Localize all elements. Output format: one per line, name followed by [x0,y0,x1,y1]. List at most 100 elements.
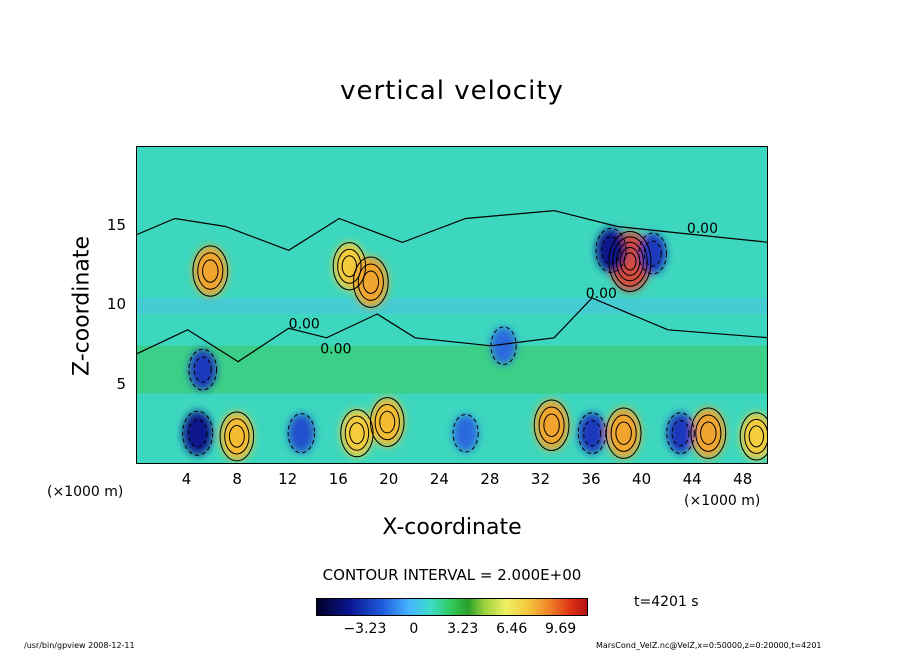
y-tick-label: 10 [106,295,126,313]
chart-title: vertical velocity [340,76,564,106]
footer-program: /usr/bin/gpview 2008-12-11 [24,641,135,650]
contour-ring [344,415,370,451]
x-tick-label: 32 [530,470,551,488]
x-tick-label: 44 [682,470,702,488]
contour-ring [610,414,637,452]
colorbar-tick-label: 3.23 [447,621,479,637]
velocity-bands [137,298,767,394]
contour-ring [543,413,560,437]
contour-ring [643,240,662,267]
background-band [137,345,767,394]
x-tick-label: 8 [232,470,242,488]
contour-ring [219,411,255,462]
x-unit-label-right: (×1000 m) [684,493,761,509]
contour-ring [197,252,224,290]
x-tick-label: 36 [581,470,601,488]
contour-ring [337,248,362,284]
velocity-feature [490,326,517,365]
colorbar-tick-label: 0 [409,621,419,637]
colorbar [316,598,588,616]
contour-ring [748,425,765,448]
background-band [137,298,767,314]
contour-ring [695,414,722,452]
velocity-feature [596,228,626,273]
contour-ring [182,410,214,456]
velocity-feature [666,412,695,454]
contour-ring [601,236,621,265]
contour-ring [595,227,627,273]
contour-ring [612,236,648,287]
velocity-feature [188,349,217,390]
contour-label: 0.00 [687,221,718,237]
velocity-feature [288,413,315,453]
x-tick-label: 16 [328,470,348,488]
contour-label: 0.00 [320,342,351,358]
contour-ring [202,259,219,283]
x-tick-label: 28 [480,470,500,488]
contour-ring [638,232,668,275]
contour-ring [671,420,690,447]
field-background [137,147,767,463]
contour-ring [369,397,405,447]
contour-ring [287,413,316,454]
contour-lines [137,209,767,462]
contour-ring [538,406,565,444]
velocity-feature [182,411,213,456]
contour-ring [533,399,570,451]
velocity-feature [740,412,767,460]
y-tick-label: 15 [106,215,126,234]
contour-ring [188,348,218,391]
velocity-feature [453,414,479,453]
x-tick-label: 4 [181,470,192,488]
contour-ring [623,252,637,271]
zero-contour-line [137,209,767,251]
contour-ring [228,425,245,448]
contour-ring [224,418,250,455]
contour-ring [192,245,229,297]
contour-ring [700,421,717,445]
contour-interval-label: CONTOUR INTERVAL = 2.000E+00 [322,566,582,584]
y-tick-label: 5 [116,374,126,393]
contour-ring [577,412,607,455]
contour-ring [340,409,374,458]
velocity-feature [578,412,606,454]
contour-ring [362,270,380,294]
zero-contour-line [137,297,767,363]
contour-ring [583,420,602,447]
x-unit-label-left: (×1000 m) [47,484,124,500]
x-tick-label: 40 [632,470,652,488]
contour-ring [690,407,727,459]
y-axis-label: Z-coordinate [69,236,95,376]
x-tick-label: 48 [733,470,753,488]
contour-ring [608,230,652,292]
contour-ring [341,255,358,278]
contour-labels: 0.000.000.000.00 [289,221,718,358]
contour-ring [739,412,767,461]
heatmap-svg: 0.000.000.000.00 [137,147,767,463]
contour-ring [332,242,367,291]
contour-ring [193,356,212,383]
time-label: t=4201 s [634,594,699,610]
contour-label: 0.00 [289,316,320,332]
contour-ring [452,413,479,453]
velocity-feature [638,233,667,274]
colorbar-tick-label: −3.23 [343,621,387,637]
contour-ring [666,412,695,455]
contour-ring [615,421,632,445]
contour-label: 0.00 [586,286,617,302]
colorbar-tick-label: 6.46 [496,621,528,637]
contour-ring [187,419,208,448]
x-tick-label: 24 [429,470,449,488]
footer-source: MarsCond_VelZ.nc@VelZ,x=0:50000,z=0:2000… [596,641,822,650]
contour-ring [744,418,767,454]
contour-ring [352,256,389,308]
plot-area: 0.00 0.00 0.00 0.00 [136,146,768,464]
contour-ring [379,410,396,434]
contour-ring [357,263,384,301]
x-axis-label: X-coordinate [382,515,522,540]
contour-ring [349,422,365,445]
contour-ring [374,403,400,441]
x-tick-label: 20 [379,470,399,488]
contour-ring [615,241,644,282]
x-tick-label: 12 [278,470,298,488]
